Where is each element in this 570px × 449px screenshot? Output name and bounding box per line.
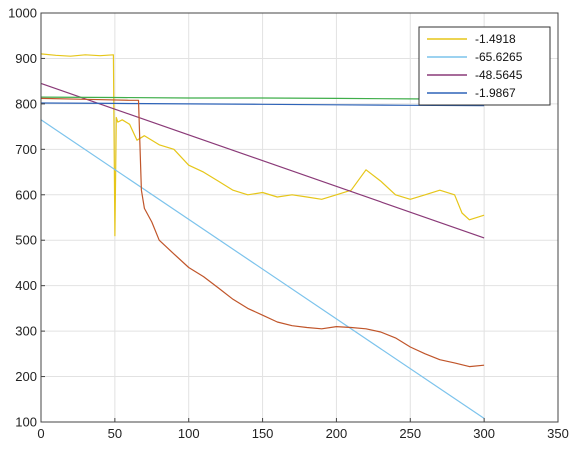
x-tick-label: 150 — [252, 426, 274, 441]
series-line-4 — [40, 102, 485, 107]
legend-box — [418, 26, 551, 106]
x-tick-label: 0 — [37, 426, 44, 441]
y-tick-label: 800 — [15, 96, 37, 111]
plot-frame — [40, 12, 559, 423]
legend-label: -1.9867 — [475, 86, 516, 100]
x-tick-label: 350 — [547, 426, 569, 441]
series-layer — [40, 53, 485, 419]
y-axis-ticks: 100 200 300 400 500 600 700 800 900 1000 — [8, 6, 45, 430]
series-line-3 — [40, 82, 485, 239]
y-tick-label: 700 — [15, 142, 37, 157]
x-tick-label: 100 — [178, 426, 200, 441]
x-axis-ticks: 0 50 100 150 200 250 300 350 — [37, 418, 569, 441]
y-tick-label: 500 — [15, 233, 37, 248]
y-tick-label: 1000 — [8, 6, 37, 21]
legend-label: -1.4918 — [475, 32, 516, 46]
y-tick-label: 200 — [15, 369, 37, 384]
x-tick-label: 250 — [399, 426, 421, 441]
y-tick-label: 900 — [15, 51, 37, 66]
y-tick-label: 100 — [15, 415, 37, 430]
series-line-5 — [40, 96, 485, 100]
y-tick-label: 600 — [15, 187, 37, 202]
series-line-1 — [40, 53, 485, 237]
legend: -1.4918 -65.6265 -48.5645 -1.9867 — [418, 26, 551, 106]
series-line-6 — [40, 97, 485, 368]
x-tick-label: 200 — [326, 426, 348, 441]
x-tick-label: 300 — [473, 426, 495, 441]
x-tick-label: 50 — [108, 426, 122, 441]
y-tick-label: 400 — [15, 278, 37, 293]
y-tick-label: 300 — [15, 324, 37, 339]
legend-label: -48.5645 — [475, 68, 523, 82]
legend-label: -65.6265 — [475, 50, 523, 64]
series-line-2 — [40, 119, 485, 419]
